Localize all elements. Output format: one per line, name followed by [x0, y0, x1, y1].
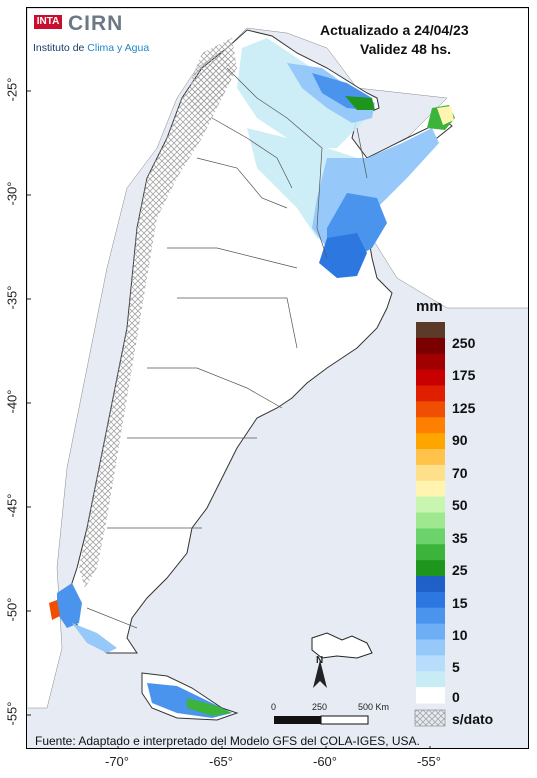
logo-name: CIRN — [68, 12, 124, 35]
precip-50-misiones — [437, 106, 454, 125]
scale-label: 500 Km — [358, 702, 390, 712]
legend-swatch — [416, 607, 445, 625]
legend-swatch — [416, 353, 445, 371]
legend-swatch — [416, 671, 445, 688]
legend-label: 175 — [452, 367, 476, 383]
lat-label: -35° — [4, 285, 20, 310]
lon-label: -60° — [313, 754, 337, 769]
legend-swatch — [416, 623, 445, 640]
legend-label: 250 — [452, 335, 476, 351]
validity-subtitle: Validez 48 hs. — [360, 41, 452, 57]
lon-label: -65° — [209, 754, 233, 769]
legend-swatch — [416, 576, 445, 593]
precip-15-litoral — [319, 233, 367, 278]
legend-swatch — [416, 449, 445, 466]
scale-bar — [274, 715, 369, 725]
update-date-title: Actualizado a 24/04/23 — [320, 22, 469, 38]
legend-label: 10 — [452, 627, 468, 643]
neighbour-countries — [27, 8, 528, 709]
north-arrow-icon — [313, 660, 327, 688]
legend-unit: mm — [416, 298, 443, 315]
province-borders — [86, 67, 368, 629]
precip-25-chaco — [345, 96, 375, 110]
precip-tdf-green — [187, 698, 232, 716]
precip-south-coast — [72, 623, 117, 653]
legend-swatch — [416, 480, 445, 498]
legend-label: 5 — [452, 659, 460, 675]
legend-swatch — [416, 560, 445, 577]
legend-swatch — [416, 591, 445, 609]
legend-swatch — [416, 512, 445, 529]
legend-swatch — [416, 385, 445, 402]
legend-swatch — [416, 687, 445, 704]
lat-label: -30° — [4, 181, 20, 206]
no-data-andes — [79, 48, 232, 588]
lat-label: -45° — [4, 493, 20, 518]
legend-swatch — [416, 464, 445, 482]
legend-swatch — [416, 401, 445, 418]
logo-tagline: Instituto de Clima y Agua — [33, 42, 149, 54]
cirn-logo: INTA CIRN Instituto de Clima y Agua — [30, 12, 180, 58]
legend-label: 90 — [452, 432, 468, 448]
north-label: N — [316, 655, 324, 666]
no-data-swatch — [414, 709, 446, 727]
legend-label: 125 — [452, 400, 476, 416]
no-data-puna — [187, 38, 237, 118]
legend-colorbar — [416, 322, 445, 704]
lon-label: -55° — [417, 754, 441, 769]
legend-swatch — [416, 337, 445, 355]
graticule-ticks — [27, 90, 431, 748]
legend-label: 25 — [452, 562, 468, 578]
legend-label: 35 — [452, 530, 468, 546]
lat-label: -40° — [4, 389, 20, 414]
precip-south-orange — [49, 600, 60, 620]
precipitation-map — [27, 8, 528, 748]
legend-label: 70 — [452, 465, 468, 481]
legend-swatch — [416, 322, 445, 339]
legend-swatch — [416, 544, 445, 561]
scale-label: 250 — [312, 702, 328, 712]
legend-label: 15 — [452, 595, 468, 611]
legend-label: 0 — [452, 689, 460, 705]
lat-label: -25° — [4, 77, 20, 102]
lat-label: -55° — [4, 701, 20, 726]
scale-label: 0 — [271, 702, 277, 712]
malvinas-islands — [311, 632, 373, 659]
tagline-prefix: Instituto de — [33, 42, 88, 54]
lon-label: -70° — [105, 754, 129, 769]
inta-badge: INTA — [34, 15, 62, 29]
legend-swatch — [416, 369, 445, 386]
legend-swatch — [416, 655, 445, 672]
lat-label: -50° — [4, 597, 20, 622]
legend-label: 50 — [452, 497, 468, 513]
legend-swatch — [416, 433, 445, 450]
map-frame — [26, 7, 529, 749]
precip-light-north — [237, 38, 372, 148]
tagline-accent: Clima y Agua — [87, 42, 150, 54]
legend-swatch — [416, 496, 445, 513]
no-data-label: s/dato — [452, 711, 494, 727]
legend-swatch — [416, 528, 445, 545]
legend-swatch — [416, 639, 445, 656]
legend-swatch — [416, 417, 445, 434]
precip-south-patagonia — [57, 583, 82, 628]
source-note: Fuente: Adaptado e interpretado del Mode… — [35, 734, 420, 748]
